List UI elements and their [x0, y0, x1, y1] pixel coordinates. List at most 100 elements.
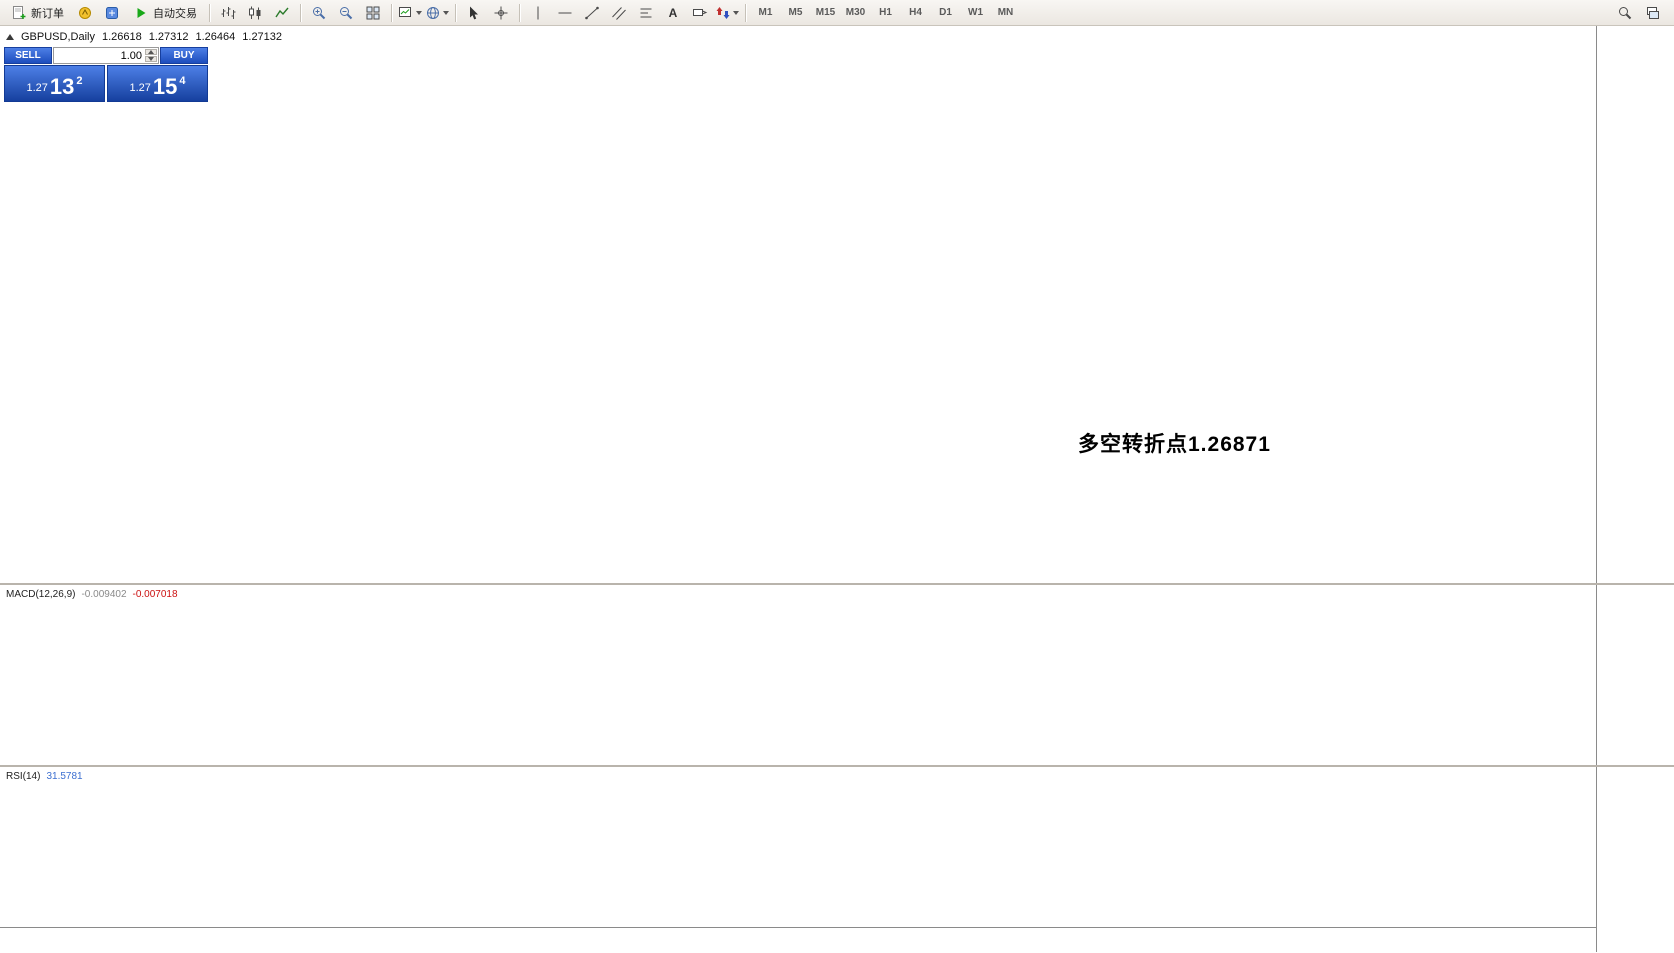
zoom-in-icon: [311, 5, 327, 21]
sell-button[interactable]: SELL: [4, 47, 52, 64]
price-chart-canvas[interactable]: [0, 26, 1596, 583]
text-tool-label: A: [668, 5, 678, 20]
text-label-tool-button[interactable]: [687, 1, 713, 25]
arrows-tool-button[interactable]: [714, 1, 740, 25]
toolbar-separator: [391, 3, 392, 22]
channel-icon: [611, 5, 627, 21]
indicator-doc-icon: [77, 5, 93, 21]
candlestick-button[interactable]: [242, 1, 268, 25]
script-button[interactable]: [99, 1, 125, 25]
zoom-out-button[interactable]: [333, 1, 359, 25]
zoom-in-button[interactable]: [306, 1, 332, 25]
chart-header: GBPUSD,Daily 1.26618 1.27312 1.26464 1.2…: [6, 31, 282, 43]
dropdown-caret-icon: [416, 10, 422, 15]
layout-button[interactable]: [1640, 1, 1666, 25]
turning-point-annotation: 多空转折点1.26871: [1078, 433, 1271, 456]
zoom-out-icon: [338, 5, 354, 21]
new-chart-icon: [398, 5, 414, 21]
new-chart-button[interactable]: [397, 1, 423, 25]
fibonacci-icon: [638, 5, 654, 21]
toolbar-separator: [745, 3, 746, 22]
crosshair-tool-button[interactable]: [488, 1, 514, 25]
volume-up-button[interactable]: [145, 49, 157, 55]
toolbar-separator: [300, 3, 301, 22]
tf-m30-button[interactable]: M30: [845, 7, 866, 18]
toolbar-separator: [519, 3, 520, 22]
spin-up-icon: [148, 50, 154, 54]
tf-m5-button[interactable]: M5: [788, 7, 803, 18]
spin-down-icon: [148, 57, 154, 61]
tf-w1-button[interactable]: W1: [968, 7, 983, 18]
tf-d1-button[interactable]: D1: [939, 7, 952, 18]
search-icon: [1617, 5, 1633, 21]
cursor-tool-button[interactable]: [461, 1, 487, 25]
buy-button[interactable]: BUY: [160, 47, 208, 64]
tf-h1-button[interactable]: H1: [879, 7, 892, 18]
trendline-tool-button[interactable]: [579, 1, 605, 25]
new-order-icon: [11, 5, 27, 21]
high-value: 1.27312: [148, 31, 189, 43]
crosshair-icon: [493, 5, 509, 21]
macd-main-value: -0.009402: [81, 589, 127, 600]
tile-windows-button[interactable]: [360, 1, 386, 25]
horizontal-line-tool-button[interactable]: [552, 1, 578, 25]
toolbar-separator: [209, 3, 210, 22]
script-icon: [104, 5, 120, 21]
macd-canvas[interactable]: [0, 585, 1596, 765]
pane-separator[interactable]: [0, 583, 1674, 585]
play-icon: [133, 5, 149, 21]
tf-m1-button[interactable]: M1: [758, 7, 773, 18]
buy-price-big: 15: [152, 74, 178, 99]
arrows-icon: [715, 5, 731, 21]
fibonacci-tool-button[interactable]: [633, 1, 659, 25]
line-chart-icon: [274, 5, 290, 21]
macd-label: MACD(12,26,9) -0.009402 -0.007018: [6, 589, 178, 600]
low-value: 1.26464: [195, 31, 236, 43]
sell-price-prefix: 1.27: [26, 82, 48, 94]
autotrading-button[interactable]: 自动交易: [126, 1, 204, 25]
volume-down-button[interactable]: [145, 56, 157, 62]
line-chart-button[interactable]: [269, 1, 295, 25]
collapse-panel-icon[interactable]: [6, 34, 14, 40]
text-label-icon: [692, 5, 708, 21]
rsi-canvas[interactable]: [0, 767, 1596, 927]
close-value: 1.27132: [242, 31, 283, 43]
channel-tool-button[interactable]: [606, 1, 632, 25]
price-scale[interactable]: [1596, 0, 1674, 952]
rsi-value: 31.5781: [46, 771, 83, 782]
cursor-icon: [466, 5, 482, 21]
sell-price-sup: 2: [76, 75, 83, 87]
volume-box: [53, 47, 159, 64]
profiles-button[interactable]: [424, 1, 450, 25]
search-button[interactable]: [1612, 1, 1638, 25]
globe-icon: [425, 5, 441, 21]
symbol-period-label: GBPUSD,Daily: [21, 31, 95, 43]
time-axis[interactable]: [0, 927, 1596, 953]
main-toolbar: 新订单 自动交易: [0, 0, 1674, 26]
volume-spinner: [145, 49, 157, 62]
buy-price-sup: 4: [179, 75, 186, 87]
new-order-button[interactable]: 新订单: [4, 1, 71, 25]
buy-price-prefix: 1.27: [129, 82, 151, 94]
tf-m15-button[interactable]: M15: [815, 7, 836, 18]
tf-mn-button[interactable]: MN: [997, 7, 1014, 18]
bar-chart-button[interactable]: [215, 1, 241, 25]
rsi-name: RSI(14): [6, 771, 41, 782]
vertical-line-tool-button[interactable]: [525, 1, 551, 25]
vertical-line-icon: [530, 5, 546, 21]
dropdown-caret-icon: [443, 10, 449, 15]
new-order-label: 新订单: [31, 7, 64, 20]
tf-h4-button[interactable]: H4: [909, 7, 922, 18]
volume-input[interactable]: [54, 48, 142, 63]
sell-price-button[interactable]: 1.27 13 2: [4, 65, 105, 102]
pane-separator[interactable]: [0, 765, 1674, 767]
sell-price-big: 13: [49, 74, 75, 99]
text-tool-button[interactable]: A: [660, 1, 686, 25]
indicator-doc-button[interactable]: [72, 1, 98, 25]
layers-icon: [1645, 5, 1661, 21]
macd-name: MACD(12,26,9): [6, 589, 76, 600]
open-value: 1.26618: [101, 31, 142, 43]
tile-windows-icon: [365, 5, 381, 21]
dropdown-caret-icon: [733, 10, 739, 15]
buy-price-button[interactable]: 1.27 15 4: [107, 65, 208, 102]
